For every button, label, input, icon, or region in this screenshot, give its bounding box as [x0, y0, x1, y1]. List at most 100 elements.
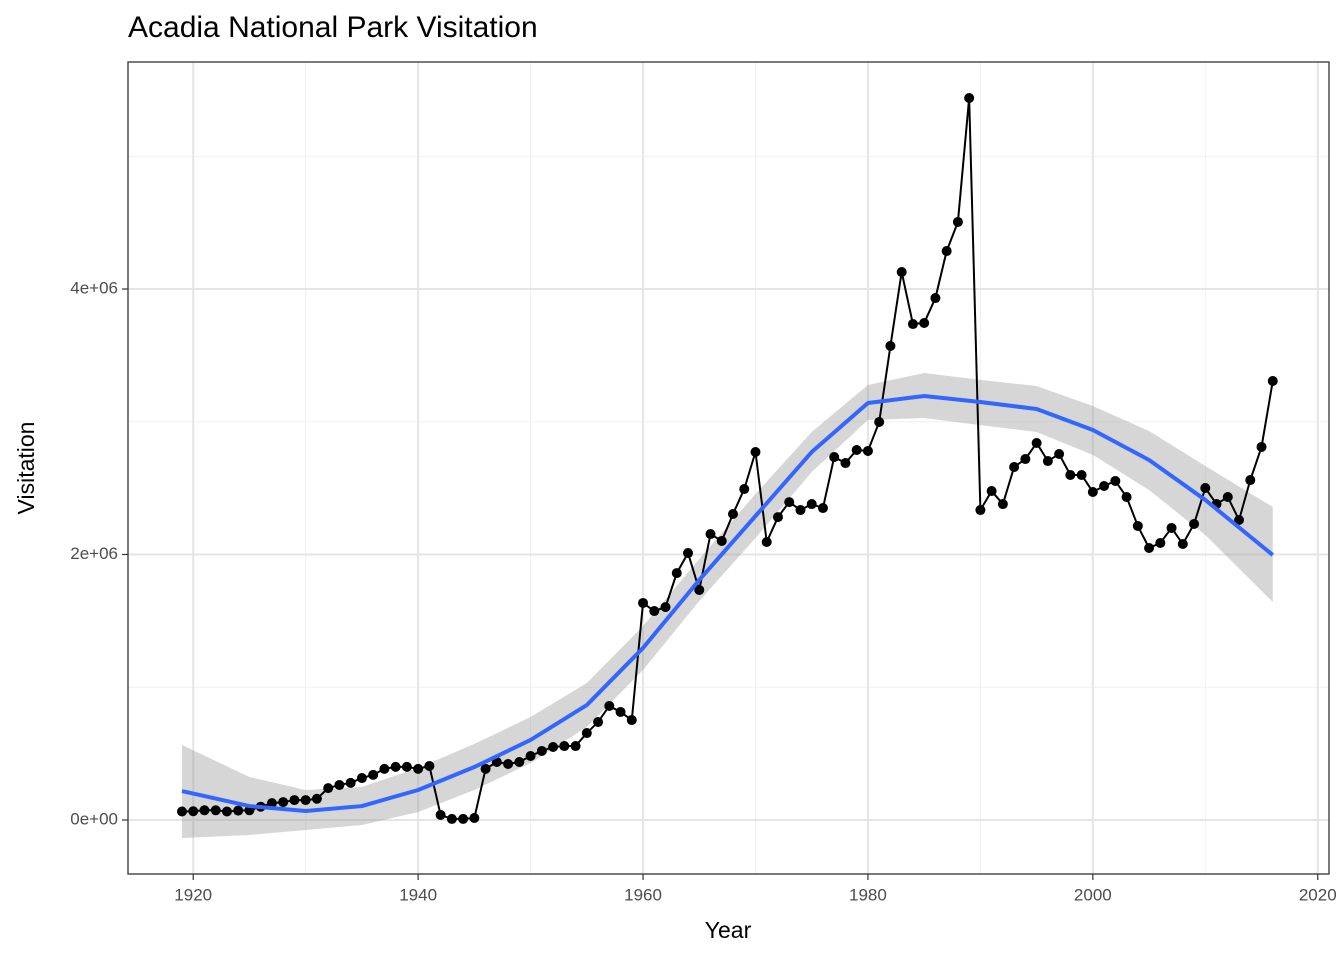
chart-title: Acadia National Park Visitation — [128, 11, 538, 44]
y-tick-label: 2e+06 — [70, 544, 118, 563]
data-point — [1009, 462, 1020, 473]
data-point — [221, 806, 232, 817]
data-point — [548, 741, 559, 752]
data-point — [334, 779, 345, 790]
y-tick-label: 0e+00 — [70, 809, 118, 828]
data-point — [885, 340, 896, 351]
data-point — [356, 773, 367, 784]
data-point — [1166, 522, 1177, 533]
y-axis-title: Visitation — [13, 422, 39, 515]
y-tick-label: 4e+06 — [70, 278, 118, 297]
data-point — [1065, 469, 1076, 480]
data-point — [559, 741, 570, 752]
data-point — [424, 760, 435, 771]
data-point — [817, 503, 828, 514]
data-point — [964, 92, 975, 103]
x-tick-label: 1920 — [174, 885, 212, 904]
data-point — [997, 499, 1008, 510]
x-tick-label: 1960 — [624, 885, 662, 904]
data-point — [480, 763, 491, 774]
confidence-band — [181, 373, 1273, 839]
data-point — [727, 509, 738, 520]
data-point — [379, 763, 390, 774]
data-point — [919, 317, 930, 328]
data-point — [1189, 518, 1200, 529]
data-point — [176, 806, 187, 817]
data-point — [862, 445, 873, 456]
data-point — [1144, 542, 1155, 553]
x-tick-label: 1980 — [849, 885, 887, 904]
data-point — [1200, 482, 1211, 493]
data-point — [874, 417, 885, 428]
data-point — [671, 568, 682, 579]
data-point — [188, 806, 199, 817]
data-point — [266, 798, 277, 809]
data-point — [1031, 437, 1042, 448]
data-point — [1222, 492, 1233, 503]
data-point — [795, 505, 806, 516]
data-point — [458, 813, 469, 824]
data-point — [581, 728, 592, 739]
data-point — [1155, 537, 1166, 548]
data-point — [615, 706, 626, 717]
data-point — [986, 486, 997, 497]
data-point — [750, 447, 761, 458]
data-point — [401, 761, 412, 772]
data-point — [638, 597, 649, 608]
x-axis-title: Year — [705, 917, 752, 943]
data-point — [1177, 539, 1188, 550]
data-point — [345, 777, 356, 788]
data-point — [1234, 514, 1245, 525]
data-point — [1121, 492, 1132, 503]
data-point — [930, 293, 941, 304]
data-point — [907, 319, 918, 330]
data-point — [514, 756, 525, 767]
data-point — [278, 797, 289, 808]
data-point — [952, 216, 963, 227]
data-point — [210, 805, 221, 816]
data-point — [761, 537, 772, 548]
data-point — [941, 246, 952, 257]
data-point — [694, 584, 705, 595]
data-point — [289, 795, 300, 806]
data-point — [1245, 475, 1256, 486]
data-point — [390, 761, 401, 772]
data-point — [233, 805, 244, 816]
data-point — [1267, 375, 1278, 386]
x-tick-label: 2020 — [1299, 885, 1337, 904]
data-point — [1087, 486, 1098, 497]
x-tick-label: 1940 — [399, 885, 437, 904]
data-point — [806, 499, 817, 510]
data-point — [705, 529, 716, 540]
data-point — [840, 458, 851, 469]
data-point — [469, 813, 480, 824]
data-point — [446, 813, 457, 824]
data-point — [413, 763, 424, 774]
data-point — [323, 783, 334, 794]
data-point — [660, 602, 671, 613]
data-point — [784, 497, 795, 508]
panel-border — [127, 61, 1330, 875]
x-tick-label: 2000 — [1074, 885, 1112, 904]
data-point — [1054, 449, 1065, 460]
data-point — [683, 548, 694, 559]
data-point — [1020, 454, 1031, 465]
data-point — [368, 769, 379, 780]
data-point — [570, 741, 581, 752]
data-point — [1132, 520, 1143, 531]
data-point — [593, 717, 604, 728]
data-point — [975, 505, 986, 516]
data-point — [829, 452, 840, 463]
data-point — [772, 512, 783, 523]
data-point — [626, 715, 637, 726]
data-point — [503, 758, 514, 769]
data-point — [649, 606, 660, 617]
data-point — [896, 267, 907, 278]
data-point — [199, 805, 210, 816]
data-point — [604, 700, 615, 711]
data-point — [1256, 441, 1267, 452]
data-point — [1099, 481, 1110, 492]
data-point — [1042, 456, 1053, 467]
data-point — [716, 535, 727, 546]
data-point — [300, 795, 311, 806]
